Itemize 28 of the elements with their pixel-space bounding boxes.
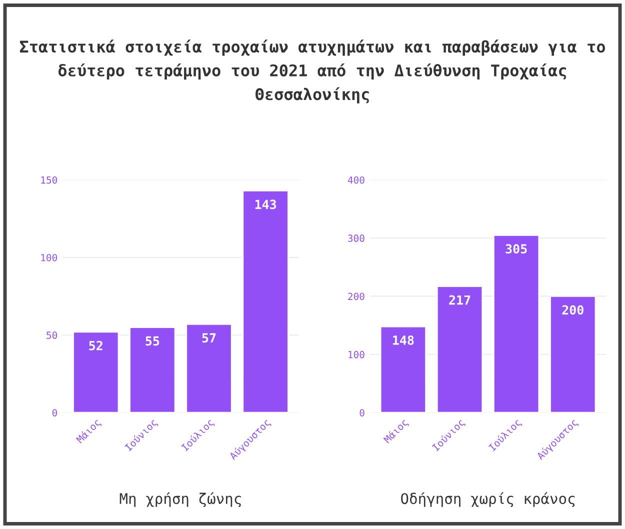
bar xyxy=(436,286,484,413)
bar xyxy=(186,323,232,413)
bar xyxy=(129,326,176,413)
y-tick-label: 0 xyxy=(360,409,364,416)
x-axis-title: Οδήγηση χωρίς κράνος xyxy=(401,492,575,507)
y-tick-label: 0 xyxy=(52,409,58,416)
y-tick-label: 100 xyxy=(348,350,364,358)
y-tick-label: 300 xyxy=(348,234,364,242)
data-label: 217 xyxy=(449,295,470,305)
y-tick-label: 400 xyxy=(348,176,364,184)
data-label: 200 xyxy=(562,305,584,315)
bar xyxy=(72,331,120,413)
chart-title: Στατιστικά στοιχεία τροχαίων ατυχημάτων και παραβάσεων για το δεύτερο τετράμηνο του 2021 από την Διεύθυνση Τροχαίας Θεσσαλονίκης xyxy=(20,40,606,104)
y-tick-label: 50 xyxy=(46,332,58,339)
data-label: 55 xyxy=(146,336,160,346)
bar xyxy=(380,326,427,413)
y-tick-label: 100 xyxy=(41,254,58,262)
bar xyxy=(493,234,540,413)
data-label: 57 xyxy=(202,333,216,343)
x-axis-title: Μη χρήση ζώνης xyxy=(120,492,241,507)
bar xyxy=(242,190,289,413)
y-tick-label: 150 xyxy=(41,176,58,184)
data-label: 52 xyxy=(89,340,102,350)
data-label: 143 xyxy=(255,200,276,210)
data-label: 305 xyxy=(506,244,527,254)
bar xyxy=(550,296,596,413)
data-label: 148 xyxy=(393,335,414,345)
y-tick-label: 200 xyxy=(348,292,364,300)
